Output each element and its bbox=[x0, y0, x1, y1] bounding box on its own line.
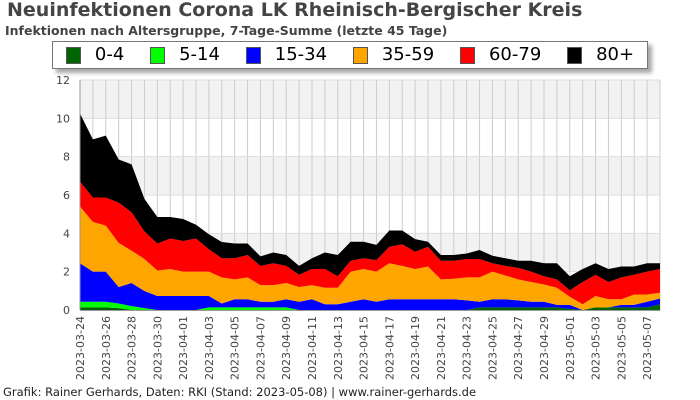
x-tick-label: 2023-03-26 bbox=[100, 316, 113, 380]
x-tick-label: 2023-03-30 bbox=[151, 316, 164, 380]
grid-band bbox=[80, 156, 660, 195]
x-tick-label: 2023-04-19 bbox=[409, 316, 422, 380]
x-tick-label: 2023-04-07 bbox=[254, 316, 267, 380]
legend-swatch bbox=[65, 46, 81, 64]
legend: 0-4 5-14 15-34 35-59 60-79 80+ bbox=[52, 41, 648, 69]
area-0-4 bbox=[80, 304, 660, 310]
x-tick-label: 2023-05-03 bbox=[590, 316, 603, 380]
credit-text: Grafik: Rainer Gerhards, Daten: RKI (Sta… bbox=[3, 385, 477, 399]
x-tick-label: 2023-05-01 bbox=[564, 316, 577, 380]
x-tick-label: 2023-03-24 bbox=[74, 316, 87, 380]
x-tick-label: 2023-04-05 bbox=[229, 316, 242, 380]
legend-item-35-59: 35-59 bbox=[352, 44, 435, 66]
legend-label: 60-79 bbox=[488, 44, 542, 65]
grid-band bbox=[80, 80, 660, 119]
legend-item-60-79: 60-79 bbox=[459, 44, 542, 66]
legend-swatch bbox=[245, 46, 261, 64]
x-tick-label: 2023-04-29 bbox=[538, 316, 551, 380]
x-tick-label: 2023-05-05 bbox=[615, 316, 628, 380]
legend-swatch bbox=[567, 46, 583, 64]
y-tick-label: 8 bbox=[63, 151, 70, 164]
x-tick-label: 2023-04-23 bbox=[461, 316, 474, 380]
chart-subtitle: Infektionen nach Altersgruppe, 7-Tage-Su… bbox=[5, 23, 448, 38]
legend-label: 15-34 bbox=[274, 44, 328, 65]
x-tick-label: 2023-04-25 bbox=[486, 316, 499, 380]
legend-item-80-plus: 80+ bbox=[567, 44, 634, 66]
x-tick-label: 2023-04-03 bbox=[203, 316, 216, 380]
area-15-34 bbox=[80, 263, 660, 310]
area-60-79 bbox=[80, 181, 660, 305]
legend-item-15-34: 15-34 bbox=[245, 44, 328, 66]
y-tick-label: 6 bbox=[63, 189, 70, 202]
legend-swatch bbox=[352, 46, 368, 64]
y-tick-label: 0 bbox=[63, 304, 70, 317]
x-tick-label: 2023-04-13 bbox=[332, 316, 345, 380]
legend-item-0-4: 0-4 bbox=[65, 44, 125, 66]
legend-label: 35-59 bbox=[381, 44, 435, 65]
x-tick-label: 2023-04-09 bbox=[280, 316, 293, 380]
area-35-59 bbox=[80, 206, 660, 310]
y-tick-label: 4 bbox=[63, 227, 70, 240]
y-tick-label: 10 bbox=[56, 112, 70, 125]
y-tick-label: 2 bbox=[63, 266, 70, 279]
legend-label: 80+ bbox=[596, 44, 635, 65]
legend-swatch bbox=[150, 46, 166, 64]
legend-label: 5-14 bbox=[179, 44, 220, 65]
x-tick-label: 2023-04-01 bbox=[177, 316, 190, 380]
x-tick-label: 2023-04-17 bbox=[383, 316, 396, 380]
x-tick-label: 2023-04-11 bbox=[306, 316, 319, 380]
x-tick-label: 2023-04-15 bbox=[358, 316, 371, 380]
x-tick-label: 2023-03-28 bbox=[126, 316, 139, 380]
x-tick-label: 2023-04-27 bbox=[512, 316, 525, 380]
legend-swatch bbox=[459, 46, 475, 64]
x-tick-label: 2023-05-07 bbox=[641, 316, 654, 380]
y-tick-label: 12 bbox=[56, 74, 70, 87]
legend-label: 0-4 bbox=[94, 44, 125, 65]
chart-title: Neuinfektionen Corona LK Rheinisch-Bergi… bbox=[7, 0, 583, 21]
area-5-14 bbox=[80, 301, 660, 310]
legend-item-5-14: 5-14 bbox=[150, 44, 220, 66]
area-80-plus bbox=[80, 113, 660, 291]
x-tick-label: 2023-04-21 bbox=[435, 316, 448, 380]
